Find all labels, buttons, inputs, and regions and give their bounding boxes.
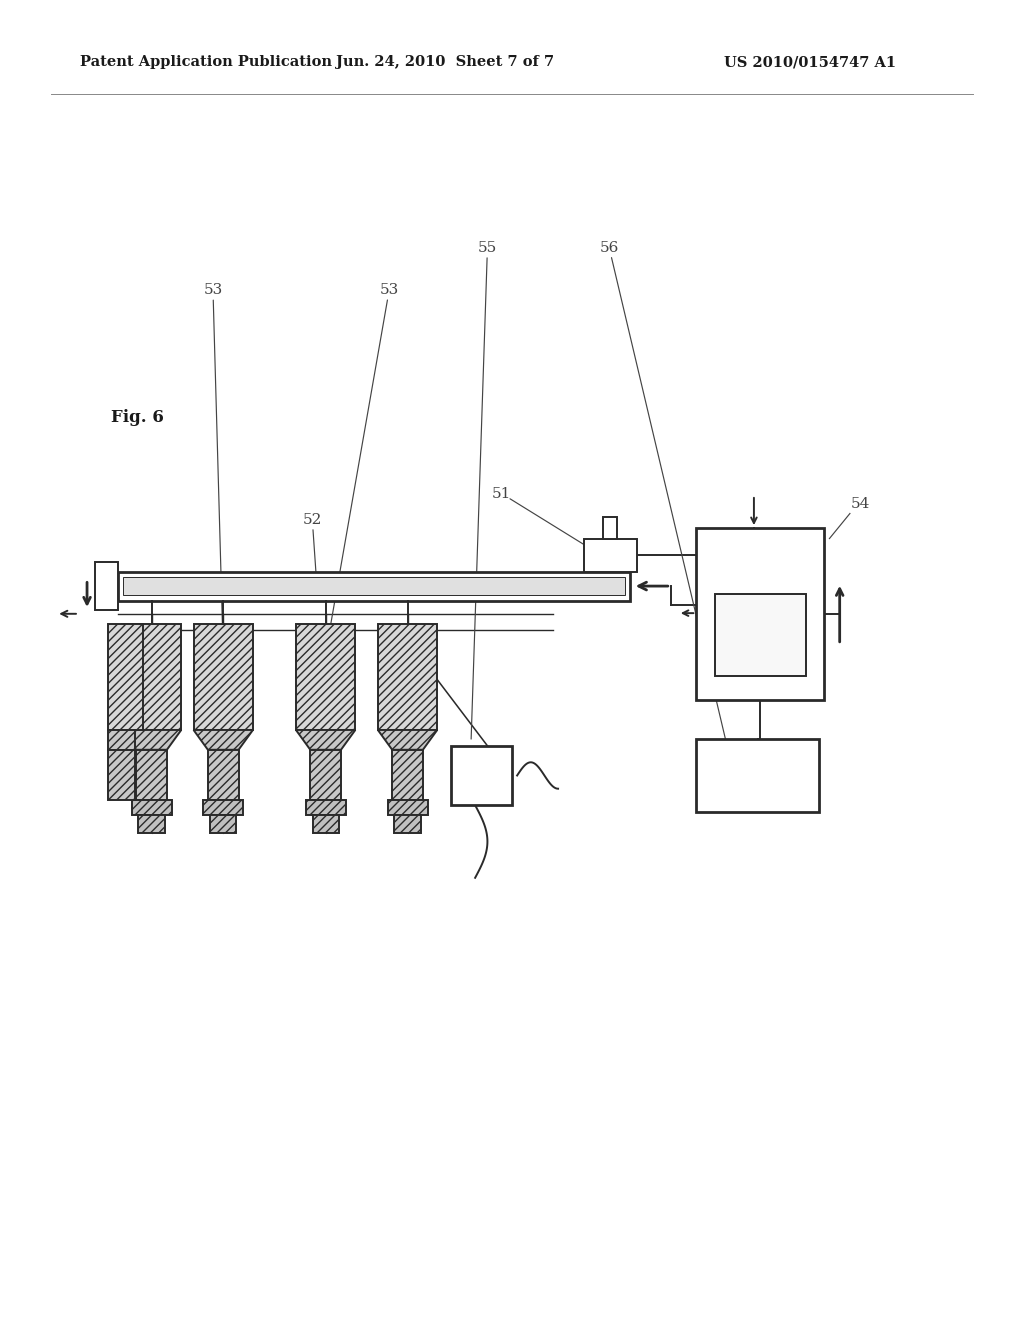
Bar	[194, 624, 253, 730]
Bar	[603, 517, 617, 539]
Bar	[378, 624, 437, 730]
Text: 51: 51	[493, 487, 511, 500]
Text: Jun. 24, 2010  Sheet 7 of 7: Jun. 24, 2010 Sheet 7 of 7	[336, 55, 555, 70]
Text: US 2010/0154747 A1: US 2010/0154747 A1	[724, 55, 896, 70]
Polygon shape	[296, 730, 355, 750]
Bar	[203, 800, 244, 814]
Text: 53: 53	[380, 284, 398, 297]
Bar	[696, 739, 819, 812]
Text: 53: 53	[204, 284, 222, 297]
Bar	[584, 539, 637, 572]
Bar	[394, 814, 421, 833]
Text: 56: 56	[600, 242, 618, 255]
Bar	[131, 800, 172, 814]
Text: 52: 52	[303, 513, 322, 527]
Polygon shape	[122, 730, 181, 750]
Bar	[696, 528, 824, 700]
Text: Patent Application Publication: Patent Application Publication	[80, 55, 332, 70]
Bar	[715, 594, 806, 676]
Bar	[392, 750, 423, 800]
Bar	[310, 750, 341, 800]
Bar	[122, 624, 181, 730]
Bar	[296, 624, 355, 730]
Bar	[138, 814, 165, 833]
Polygon shape	[378, 730, 437, 750]
Bar	[451, 746, 512, 805]
Text: Fig. 6: Fig. 6	[111, 409, 164, 426]
Bar	[305, 800, 345, 814]
Bar	[95, 562, 118, 610]
Bar	[312, 814, 339, 833]
Bar	[210, 814, 237, 833]
Bar	[136, 750, 167, 800]
Bar	[118, 572, 630, 601]
Text: 54: 54	[851, 498, 869, 511]
Bar	[208, 750, 239, 800]
Bar	[108, 730, 135, 750]
Polygon shape	[194, 730, 253, 750]
Bar	[108, 624, 143, 730]
Bar	[387, 800, 428, 814]
Bar	[123, 577, 625, 595]
Text: 55: 55	[478, 242, 497, 255]
Bar	[108, 750, 135, 800]
